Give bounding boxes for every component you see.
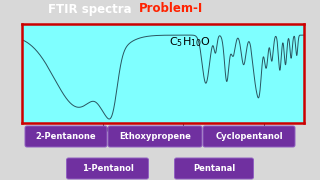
Text: Pentanal: Pentanal <box>193 164 235 173</box>
Text: $\mathrm{C_5H_{10}O}$: $\mathrm{C_5H_{10}O}$ <box>169 35 211 49</box>
FancyBboxPatch shape <box>25 126 107 147</box>
Text: Problem-I: Problem-I <box>139 3 203 15</box>
Text: 2-Pentanone: 2-Pentanone <box>36 132 96 141</box>
FancyBboxPatch shape <box>203 126 295 147</box>
FancyBboxPatch shape <box>108 126 202 147</box>
Text: FTIR spectra: FTIR spectra <box>48 3 136 15</box>
FancyBboxPatch shape <box>67 158 148 179</box>
Text: Cyclopentanol: Cyclopentanol <box>215 132 283 141</box>
Text: 1-Pentanol: 1-Pentanol <box>82 164 133 173</box>
FancyBboxPatch shape <box>174 158 253 179</box>
Text: Ethoxypropene: Ethoxypropene <box>119 132 191 141</box>
